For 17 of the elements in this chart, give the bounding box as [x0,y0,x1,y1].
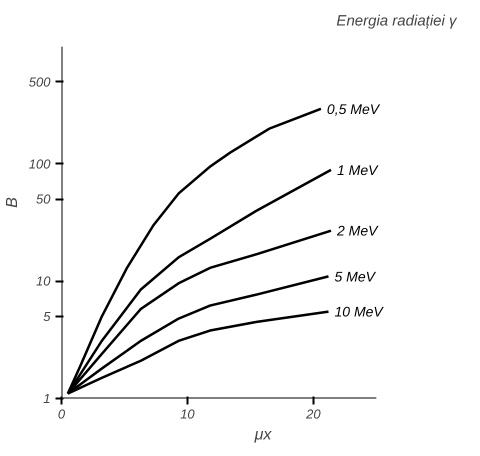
series-label: 1 MeV [337,162,380,178]
y-tick-label: 50 [36,192,52,207]
x-tick-label: 20 [305,406,322,422]
y-tick-label: 5 [43,309,52,324]
x-axis-title: μx [254,426,272,444]
y-axis-title: B [4,196,21,208]
series-label: 5 MeV [334,268,377,284]
y-tick-label: 100 [28,156,52,172]
series-label: 2 MeV [336,222,380,239]
y-tick-label: 500 [28,74,52,90]
y-tick-label: 10 [36,274,52,289]
series-label: 0,5 MeV [326,100,381,117]
x-tick-label: 10 [180,406,196,422]
text: Energia radiației γ [336,12,458,30]
y-tick-label: 1 [43,391,51,406]
x-tick-label: 0 [58,406,66,422]
series-label: 10 MeV [334,304,384,320]
